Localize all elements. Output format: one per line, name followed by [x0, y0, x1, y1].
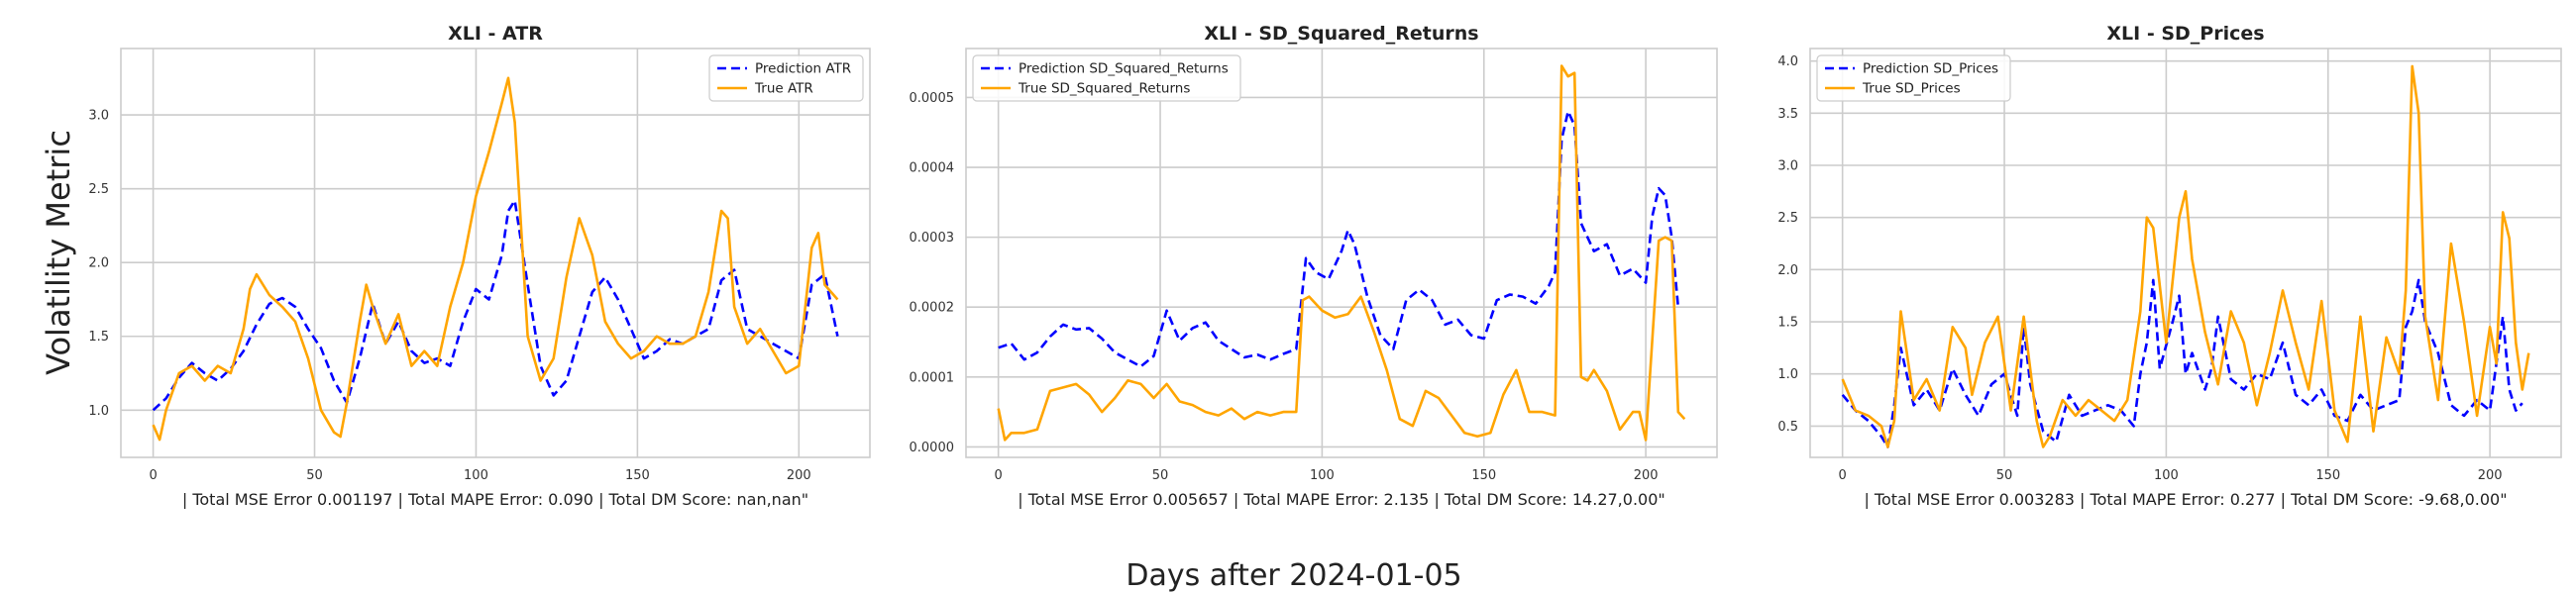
- x-tick-label: 100: [1310, 468, 1335, 483]
- y-tick-label: 2.5: [1777, 211, 1798, 226]
- legend-label: Prediction SD_Prices: [1863, 61, 1998, 77]
- x-axis-label: | Total MSE Error 0.001197 | Total MAPE …: [182, 490, 808, 509]
- y-tick-label: 0.0002: [910, 301, 955, 316]
- legend-label: Prediction ATR: [755, 61, 851, 77]
- x-tick-label: 100: [464, 468, 488, 483]
- legend-box: [972, 54, 1241, 102]
- axes-frame: [1809, 48, 2562, 458]
- x-tick-label: 200: [787, 468, 811, 483]
- x-axis-label: | Total MSE Error 0.003283 | Total MAPE …: [1864, 490, 2507, 509]
- series-line-true-sd-squared-returns: [997, 64, 1686, 442]
- plot-area: [121, 49, 870, 457]
- y-tick-label: 2.0: [1777, 263, 1798, 278]
- x-tick-label: 0: [149, 468, 157, 483]
- legend-box: [1816, 54, 2011, 102]
- y-tick-label: 0.0000: [910, 441, 955, 455]
- legend: Prediction SD_Squared_Returns True SD_Squ…: [972, 54, 1241, 102]
- panel-sd-prices: 0 50 100 150 200 0.5 1.0 1.5 2.0 2.5 3.0 3.5 4.0 XLI …: [1777, 23, 2562, 509]
- figure-ylabel: Volatility Metric: [40, 130, 77, 375]
- x-tick-label: 150: [625, 468, 650, 483]
- panel-sd-squared-returns: 0 50 100 150 200 0.0000 0.0001 0.0002 0.0003 0.00…: [910, 23, 1718, 509]
- x-tick-label: 150: [1471, 468, 1496, 483]
- series-line-true-sd-prices: [1841, 64, 2530, 448]
- series-line-prediction-sd-squared-returns: [998, 110, 1680, 368]
- y-tick-label: 2.5: [88, 182, 109, 197]
- y-tick-label: 3.0: [1777, 159, 1798, 174]
- x-tick-label: 200: [2478, 468, 2503, 483]
- x-tick-label: 100: [2154, 468, 2179, 483]
- legend: Prediction SD_Prices True SD_Prices: [1816, 54, 2011, 102]
- series-line-prediction-atr: [152, 199, 839, 412]
- y-tick-label: 1.5: [88, 330, 109, 345]
- series-line-prediction-sd-prices: [1841, 278, 2523, 448]
- y-tick-label: 3.0: [88, 109, 109, 124]
- y-tick-label: 1.5: [1777, 316, 1798, 331]
- axes-frame: [120, 48, 871, 458]
- y-tick-label: 2.0: [88, 256, 109, 271]
- axes-frame: [965, 48, 1718, 458]
- y-tick-label: 0.5: [1777, 420, 1798, 435]
- chart-title: XLI - SD_Squared_Returns: [1204, 23, 1478, 45]
- chart-title: XLI - SD_Prices: [2106, 23, 2264, 45]
- x-tick-label: 50: [306, 468, 323, 483]
- legend-label: True SD_Squared_Returns: [1018, 81, 1190, 97]
- y-tick-label: 3.5: [1777, 107, 1798, 122]
- x-tick-label: 0: [1839, 468, 1847, 483]
- legend-label: True SD_Prices: [1862, 81, 1961, 97]
- y-tick-label: 0.0005: [910, 91, 955, 106]
- x-tick-label: 50: [1152, 468, 1169, 483]
- y-tick-label: 0.0004: [910, 161, 955, 176]
- x-tick-label: 50: [1996, 468, 2013, 483]
- chart-title: XLI - ATR: [448, 23, 543, 45]
- panel-atr: 0 50 100 150 200 1.0 1.5 2.0 2.5 3.0 XLI - ATR | To…: [88, 23, 871, 509]
- y-tick-label: 0.0001: [910, 370, 955, 385]
- legend-label: Prediction SD_Squared_Returns: [1019, 61, 1229, 77]
- x-tick-label: 150: [2315, 468, 2340, 483]
- series-line-true-atr: [152, 76, 839, 442]
- legend-box: [708, 54, 864, 102]
- legend-label: True ATR: [754, 81, 813, 97]
- x-tick-label: 200: [1634, 468, 1659, 483]
- x-tick-label: 0: [995, 468, 1003, 483]
- x-axis-label: | Total MSE Error 0.005657 | Total MAPE …: [1018, 490, 1665, 509]
- y-tick-label: 0.0003: [910, 231, 955, 246]
- legend: Prediction ATR True ATR: [708, 54, 864, 102]
- y-tick-label: 1.0: [88, 404, 109, 419]
- figure-xlabel: Days after 2024-01-05: [1126, 558, 1461, 593]
- y-tick-label: 4.0: [1777, 54, 1798, 69]
- y-tick-label: 1.0: [1777, 367, 1798, 382]
